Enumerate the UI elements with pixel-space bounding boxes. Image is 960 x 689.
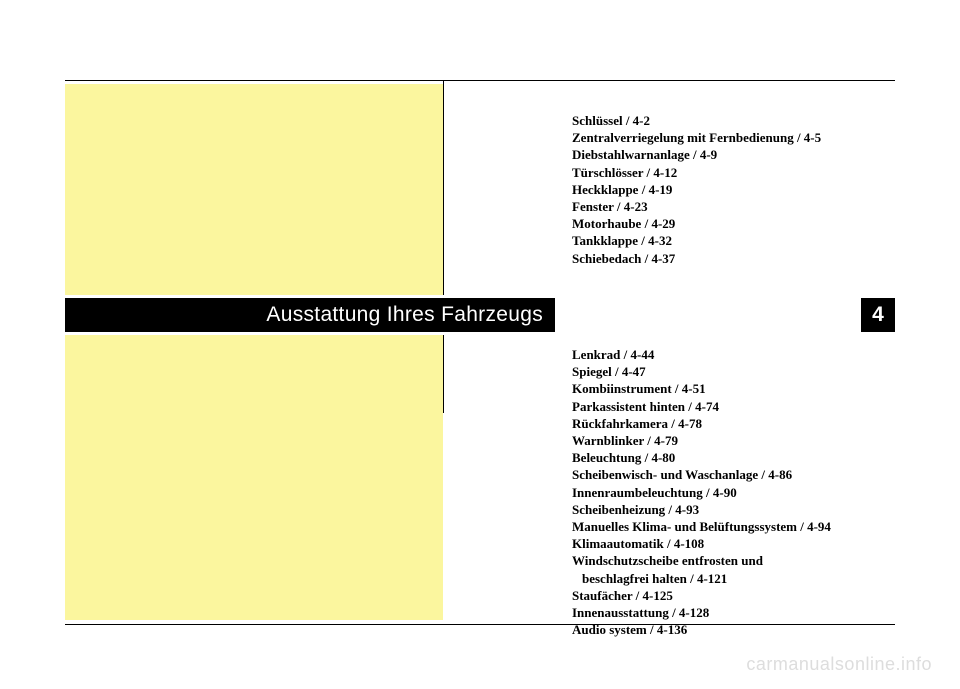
chapter-band: Ausstattung Ihres Fahrzeugs 4 [65, 298, 895, 332]
toc-entry: Warnblinker / 4-79 [572, 432, 831, 449]
rule-bottom [65, 624, 895, 625]
highlight-lower [65, 335, 443, 620]
toc-entry: Innenraumbeleuchtung / 4-90 [572, 484, 831, 501]
toc-entry: Rückfahrkamera / 4-78 [572, 415, 831, 432]
toc-entry: Scheibenheizung / 4-93 [572, 501, 831, 518]
toc-entry: Türschlösser / 4-12 [572, 164, 821, 181]
toc-entry: Scheibenwisch- und Waschanlage / 4-86 [572, 466, 831, 483]
chapter-title: Ausstattung Ihres Fahrzeugs [65, 298, 555, 332]
toc-entry: Parkassistent hinten / 4-74 [572, 398, 831, 415]
toc-entry: Tankklappe / 4-32 [572, 232, 821, 249]
toc-entry: Lenkrad / 4-44 [572, 346, 831, 363]
toc-entry: Zentralverriegelung mit Fernbedienung / … [572, 129, 821, 146]
toc-lower: Lenkrad / 4-44 Spiegel / 4-47 Kombiinstr… [572, 346, 831, 638]
toc-entry: Fenster / 4-23 [572, 198, 821, 215]
divider-upper [443, 80, 444, 295]
toc-entry: Klimaautomatik / 4-108 [572, 535, 831, 552]
toc-entry: Kombiinstrument / 4-51 [572, 380, 831, 397]
watermark: carmanualsonline.info [746, 654, 932, 675]
toc-entry: Innenausstattung / 4-128 [572, 604, 831, 621]
toc-entry: Heckklappe / 4-19 [572, 181, 821, 198]
toc-entry: Staufächer / 4-125 [572, 587, 831, 604]
toc-entry: Manuelles Klima- und Belüftungssystem / … [572, 518, 831, 535]
divider-lower [443, 335, 444, 413]
toc-entry: Schlüssel / 4-2 [572, 112, 821, 129]
toc-upper: Schlüssel / 4-2 Zentralverriegelung mit … [572, 112, 821, 267]
toc-entry: Diebstahlwarnanlage / 4-9 [572, 146, 821, 163]
manual-page: Ausstattung Ihres Fahrzeugs 4 Schlüssel … [0, 0, 960, 689]
toc-entry-continuation: beschlagfrei halten / 4-121 [572, 570, 831, 587]
chapter-number: 4 [861, 298, 895, 332]
toc-entry: Motorhaube / 4-29 [572, 215, 821, 232]
toc-entry: Beleuchtung / 4-80 [572, 449, 831, 466]
toc-entry: Schiebedach / 4-37 [572, 250, 821, 267]
highlight-upper [65, 84, 443, 295]
toc-entry: Spiegel / 4-47 [572, 363, 831, 380]
rule-top [65, 80, 895, 81]
toc-entry: Windschutzscheibe entfrosten und [572, 552, 831, 569]
